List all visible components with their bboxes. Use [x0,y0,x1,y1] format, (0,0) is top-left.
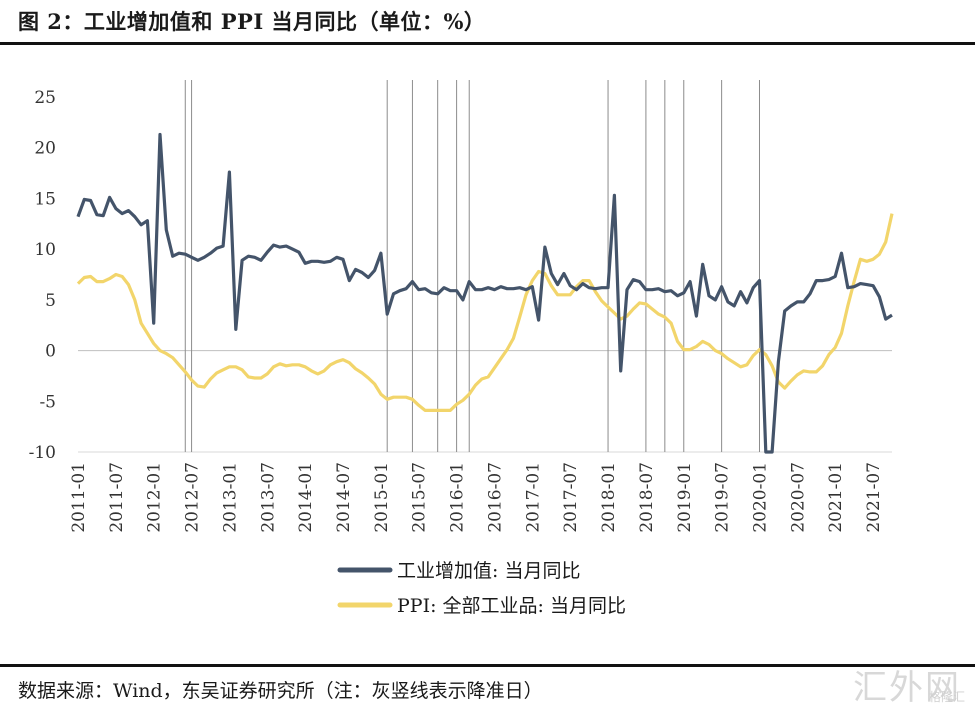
legend: 工业增加值: 当月同比 PPI: 全部工业品: 当月同比 [337,560,626,617]
y-axis-ticks: 25 20 15 10 5 0 -5 -10 [29,88,56,463]
x-tick-label: 2017-07 [561,462,581,533]
x-tick-label: 2014-07 [334,462,354,533]
rrr-cut-lines [184,80,760,452]
x-tick-label: 2013-07 [258,462,278,533]
y-tick-label: -5 [39,392,56,412]
source-note: 数据来源：Wind，东吴证券研究所（注：灰竖线表示降准日） [18,680,543,702]
x-tick-label: 2019-01 [675,462,695,533]
watermark-sub: 格隆汇 [928,690,965,704]
y-tick-label: 0 [45,342,56,362]
x-tick-label: 2017-01 [523,462,543,533]
y-tick-label: 15 [34,189,56,209]
y-tick-label: 25 [34,88,56,108]
x-tick-label: 2020-01 [750,462,770,533]
x-axis-ticks: 2011-01 2011-07 2012-01 2012-07 2013-01 2013-… [69,462,884,533]
x-tick-label: 2011-01 [69,462,89,533]
y-tick-label: 5 [45,291,56,311]
series-industry-line [76,132,893,454]
x-tick-label: 2012-07 [183,462,203,533]
watermark: 汇外网 [853,668,961,708]
x-tick-label: 2016-01 [448,462,468,533]
legend-label-ppi: PPI: 全部工业品: 当月同比 [397,595,626,617]
chart-title: 图 2：工业增加值和 PPI 当月同比（单位：%） [18,9,486,34]
x-tick-label: 2020-07 [788,462,808,533]
y-tick-label: 20 [34,139,56,159]
x-tick-label: 2012-01 [145,462,165,533]
x-tick-label: 2014-01 [296,462,316,533]
x-tick-label: 2018-01 [599,462,619,533]
x-tick-label: 2015-01 [372,462,392,533]
series-layer [76,132,894,454]
grid-layer [78,350,892,453]
x-tick-label: 2021-01 [826,462,846,533]
legend-label-industry: 工业增加值: 当月同比 [397,560,580,582]
source-rule [0,664,975,667]
title-rule [0,42,975,45]
x-tick-label: 2018-07 [637,462,657,533]
y-tick-label: 10 [34,240,56,260]
x-tick-label: 2019-07 [713,462,733,533]
x-tick-label: 2011-07 [107,462,127,533]
series-ppi-line [76,213,894,412]
x-tick-label: 2021-07 [864,462,884,533]
x-tick-label: 2015-07 [410,462,430,533]
y-tick-label: -10 [29,443,56,463]
x-tick-label: 2013-01 [220,462,240,533]
x-tick-label: 2016-07 [485,462,505,533]
